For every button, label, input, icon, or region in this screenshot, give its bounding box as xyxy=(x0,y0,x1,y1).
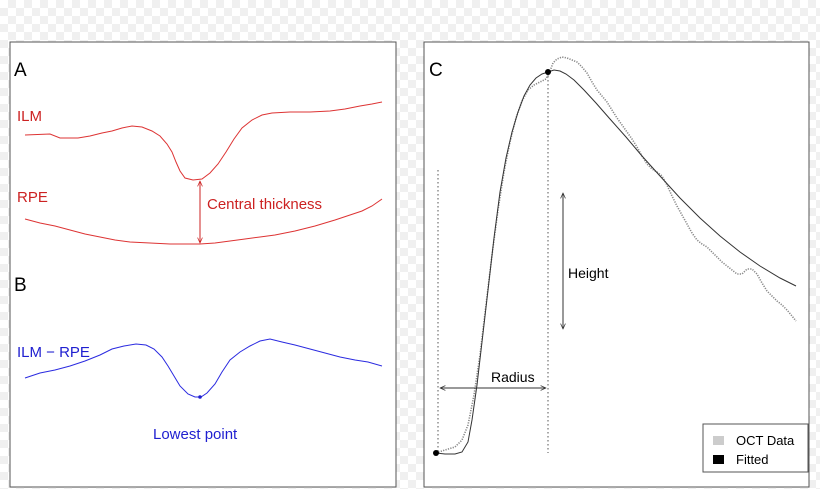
height-label: Height xyxy=(568,265,609,281)
legend-oct-label: OCT Data xyxy=(736,433,795,448)
panel-c-letter: C xyxy=(429,60,443,81)
ilm-rpe-label: ILM − RPE xyxy=(17,344,90,361)
ilm-rpe-curve xyxy=(24,338,383,398)
ilm-label: ILM xyxy=(17,108,42,125)
panel-a-letter: A xyxy=(14,60,27,81)
legend: OCT Data Fitted xyxy=(702,423,809,473)
panel-ab: A ILM RPE Central thickness B ILM − RPE … xyxy=(9,41,397,488)
legend-oct-swatch xyxy=(713,436,724,445)
panel-b-letter: B xyxy=(14,275,27,296)
rpe-curve xyxy=(24,198,383,245)
fitted-curve xyxy=(435,69,797,455)
fitted-peak-point xyxy=(545,69,551,75)
fitted-start-point xyxy=(433,450,439,456)
panel-ab-frame xyxy=(9,41,397,488)
legend-fitted-label: Fitted xyxy=(736,452,769,467)
legend-fitted-swatch xyxy=(713,455,724,464)
lowest-point-label: Lowest point xyxy=(153,426,238,443)
rpe-label: RPE xyxy=(17,189,48,206)
radius-label: Radius xyxy=(491,369,535,385)
panel-c-frame xyxy=(423,41,810,488)
ilm-curve xyxy=(24,101,383,181)
lowest-point-marker xyxy=(198,395,202,399)
central-thickness-label: Central thickness xyxy=(207,196,322,213)
panel-c: C Height Radius OCT Data Fitted xyxy=(423,41,810,488)
